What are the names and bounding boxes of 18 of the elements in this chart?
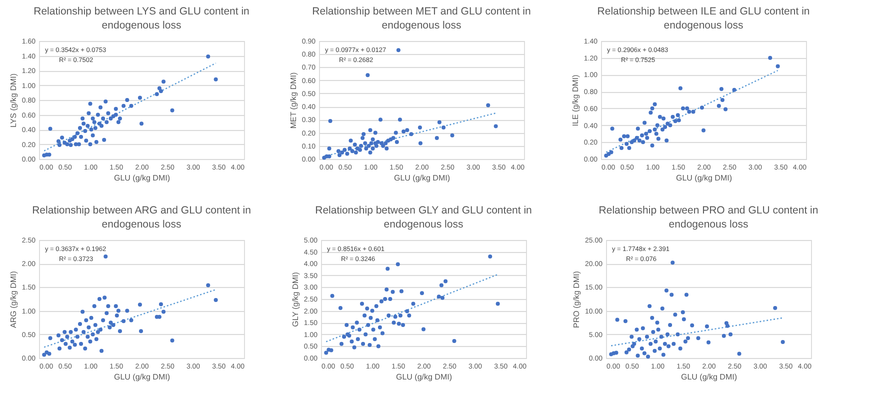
chart-title: Relationship between PRO and GLU content in endogenous loss	[598, 204, 818, 230]
x-axis-title: GLU (g/kg DMI)	[114, 174, 170, 182]
chart-title: Relationship between ILE and GLU content in endogenous loss	[597, 6, 810, 32]
x-axis-title: GLU (g/kg DMI)	[114, 372, 170, 382]
chart-title: Relationship between LYS and GLU content in endogenous loss	[34, 6, 250, 32]
chart-title: Relationship between ARG and GLU content in endogenous loss	[32, 204, 252, 230]
x-axis-title: GLU (g/kg DMI)	[396, 372, 452, 382]
x-axis-title: GLU (g/kg DMI)	[676, 174, 732, 182]
y-axis-title: MET (g/kg DMI)	[288, 72, 298, 129]
y-axis-title: GLY (g/kg DMI)	[290, 272, 300, 327]
x-axis-title: GLU (g/kg DMI)	[394, 174, 450, 182]
chart-title: Relationship between MET and GLU content in endogenous loss	[312, 6, 531, 32]
chart-title: Relationship between GLY and GLU content in endogenous loss	[315, 204, 532, 230]
y-axis-title: ARG (g/kg DMI)	[8, 270, 18, 328]
y-axis-title: ILE (g/kg DMI)	[570, 74, 580, 126]
y-axis-title: LYS (g/kg DMI)	[8, 73, 18, 128]
y-axis-title: PRO (g/kg DMI)	[572, 270, 581, 328]
x-axis-title: GLU (g/kg DMI)	[680, 372, 738, 382]
